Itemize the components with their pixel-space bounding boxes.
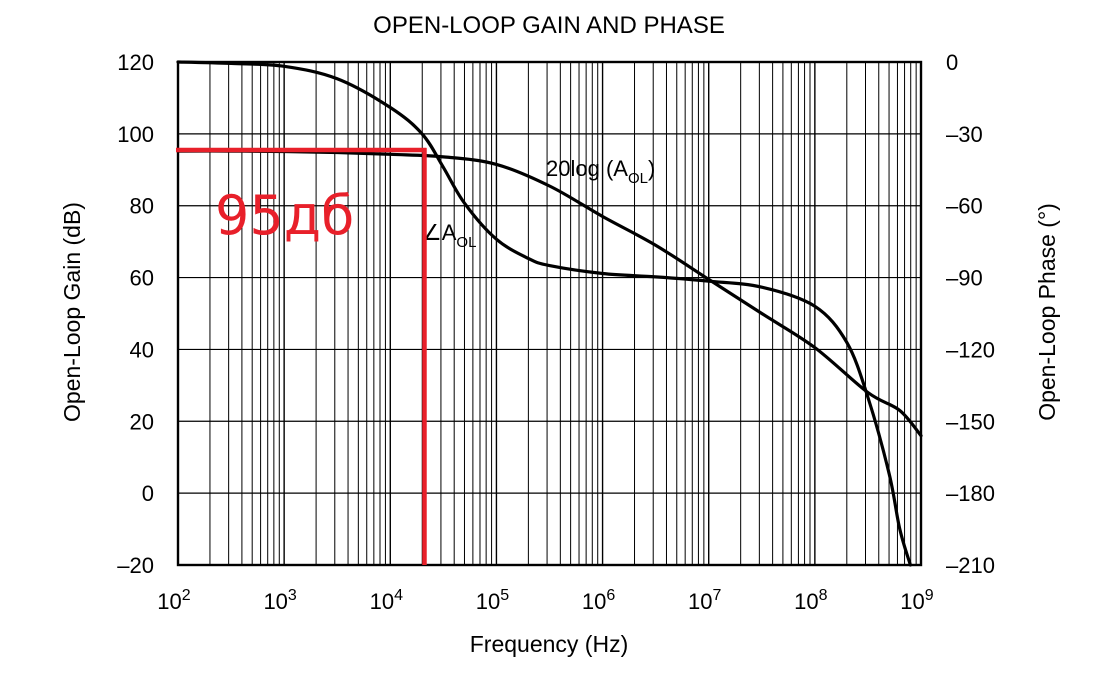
- x-tick-exponent: 4: [394, 587, 403, 604]
- x-tick-base: 10: [263, 589, 287, 614]
- chart-title: OPEN-LOOP GAIN AND PHASE: [373, 12, 725, 39]
- plot-border: [176, 60, 923, 567]
- x-tick-base: 10: [900, 589, 924, 614]
- left-tick-label: 40: [130, 337, 154, 362]
- x-tick-exponent: 7: [713, 587, 722, 604]
- x-tick-exponent: 3: [288, 587, 297, 604]
- x-tick-exponent: 8: [819, 587, 828, 604]
- x-axis-label: Frequency (Hz): [470, 631, 628, 657]
- series-label-close: ): [648, 156, 655, 181]
- x-tick-label: 105: [476, 587, 509, 614]
- left-tick-label: 120: [117, 50, 154, 75]
- left-tick-labels: 120 100 80 60 40 20 0 –20: [117, 50, 154, 578]
- right-tick-label: –210: [946, 553, 995, 578]
- left-tick-label: 100: [117, 122, 154, 147]
- series-label-main: ∠A: [422, 220, 457, 245]
- x-tick-label: 108: [794, 587, 827, 614]
- right-tick-label: 0: [946, 50, 958, 75]
- x-tick-label: 103: [263, 587, 296, 614]
- x-tick-base: 10: [794, 589, 818, 614]
- annotation-group: 95дб: [176, 147, 427, 565]
- right-tick-label: –60: [946, 194, 983, 219]
- plot-frame: [176, 60, 923, 567]
- left-tick-label: 0: [142, 481, 154, 506]
- annotation-label: 95дб: [215, 184, 354, 247]
- grid: [177, 61, 922, 566]
- right-tick-label: –180: [946, 481, 995, 506]
- left-axis-label: Open-Loop Gain (dB): [59, 202, 85, 422]
- left-tick-label: 20: [130, 409, 154, 434]
- x-tick-label: 109: [900, 587, 933, 614]
- x-tick-exponent: 5: [500, 587, 509, 604]
- right-tick-label: –90: [946, 266, 983, 291]
- x-tick-base: 10: [476, 589, 500, 614]
- series-label-subscript: OL: [456, 234, 476, 251]
- right-tick-labels: 0 –30 –60 –90 –120 –150 –180 –210: [946, 50, 995, 578]
- x-tick-base: 10: [370, 589, 394, 614]
- x-tick-labels: 102 103 104 105 106 107 108 109: [157, 587, 933, 614]
- phase-series-label: ∠AOL: [422, 220, 476, 251]
- left-tick-label: 60: [130, 266, 154, 291]
- left-tick-label: –20: [117, 553, 154, 578]
- left-tick-label: 80: [130, 194, 154, 219]
- series-labels: 20log (AOL)∠AOL: [422, 156, 655, 251]
- right-tick-label: –30: [946, 122, 983, 147]
- x-tick-exponent: 6: [606, 587, 615, 604]
- x-tick-label: 104: [370, 587, 403, 614]
- x-tick-label: 102: [157, 587, 190, 614]
- x-tick-base: 10: [582, 589, 606, 614]
- x-tick-exponent: 2: [182, 587, 191, 604]
- series-label-main: 20log (A: [546, 156, 628, 181]
- right-axis-label: Open-Loop Phase (°): [1034, 203, 1060, 421]
- x-tick-label: 107: [688, 587, 721, 614]
- right-tick-label: –150: [946, 409, 995, 434]
- x-tick-exponent: 9: [925, 587, 934, 604]
- phase-curve: [176, 60, 912, 567]
- x-tick-label: 106: [582, 587, 615, 614]
- x-tick-base: 10: [688, 589, 712, 614]
- series-label-subscript: OL: [628, 170, 648, 187]
- right-tick-label: –120: [946, 337, 995, 362]
- x-tick-base: 10: [157, 589, 181, 614]
- gain-series-label: 20log (AOL): [546, 156, 655, 187]
